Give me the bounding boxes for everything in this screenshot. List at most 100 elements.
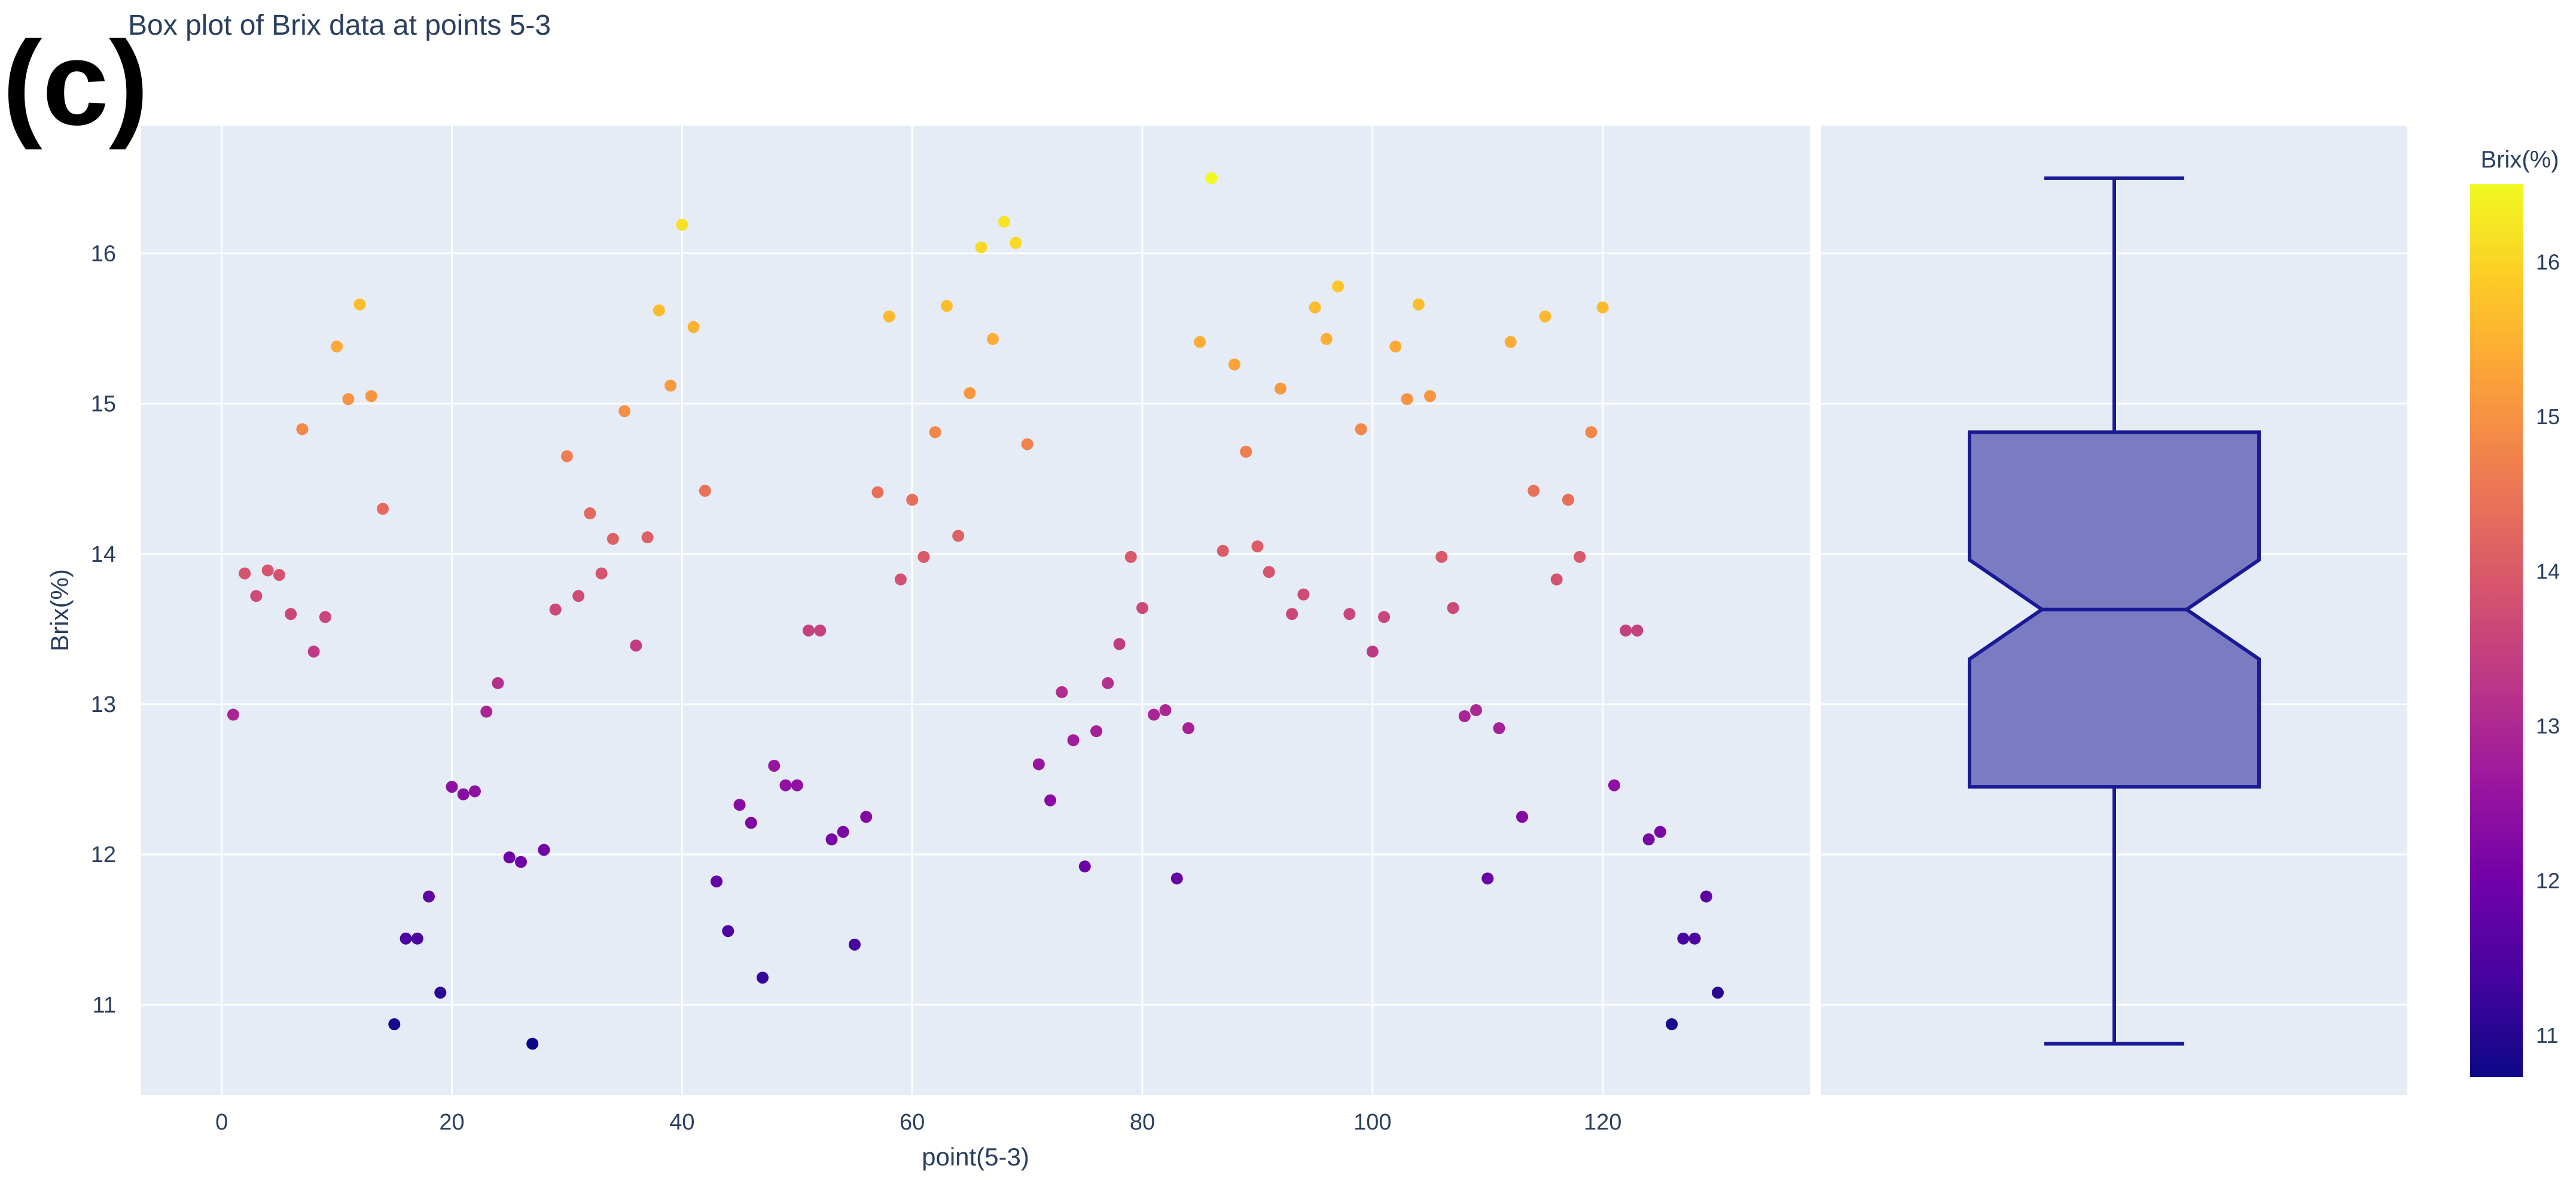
data-point [411,932,423,945]
x-tick-label: 60 [900,1110,925,1135]
y-axis-title: Brix(%) [45,569,74,652]
colorbar-tick-label: 15 [2536,404,2560,429]
data-point [1562,494,1574,506]
data-point [457,788,470,800]
data-point [1136,602,1148,614]
data-point [630,640,642,652]
data-point [1205,172,1218,184]
data-point [514,856,527,868]
data-point [1470,704,1482,717]
data-point [1355,423,1367,436]
data-point [814,624,827,637]
data-point [1309,301,1321,313]
data-point [1263,565,1275,578]
data-point [1596,301,1609,313]
data-point [676,218,688,231]
data-point [1090,725,1103,738]
data-point [860,811,873,823]
data-point [1078,860,1091,873]
y-tick-label: 12 [91,842,116,868]
data-point [1124,550,1137,563]
data-point [791,779,803,792]
x-axis-title: point(5-3) [922,1143,1029,1171]
data-point [837,826,849,838]
data-point [1608,779,1620,792]
data-point [883,310,895,322]
colorbar-tick-label: 14 [2536,559,2560,583]
data-point [998,215,1011,228]
data-point [1320,333,1333,345]
data-point [261,564,274,577]
data-point [1389,340,1402,353]
data-point [1010,236,1022,249]
data-point [964,387,976,400]
data-point [331,340,343,353]
data-point [388,1018,401,1030]
data-point [653,304,665,316]
data-point [1700,890,1712,903]
data-point [1032,758,1045,771]
data-point [1412,298,1425,311]
y-tick-label: 14 [91,542,116,567]
data-point [1021,438,1034,451]
data-point [400,932,412,945]
data-point [1056,686,1068,698]
data-point [871,486,884,498]
data-point [1378,611,1391,623]
data-point [1148,708,1160,721]
data-point [1159,704,1172,717]
y-tick-labels: 11 12 13 14 15 16 [91,241,116,1018]
x-tick-label: 20 [439,1110,464,1135]
data-point [745,817,757,829]
data-point [1240,446,1252,458]
data-point [664,379,677,392]
y-tick-label: 16 [91,241,116,266]
data-point [1343,608,1356,620]
data-point [733,799,746,811]
data-point [1286,608,1298,620]
x-tick-label: 40 [669,1110,694,1135]
data-point [446,781,458,793]
data-point [1458,710,1471,723]
y-tick-label: 13 [91,692,116,717]
data-point [768,759,781,772]
data-point [1182,722,1194,735]
data-point [618,405,631,418]
data-point [480,705,493,718]
data-point [1113,638,1126,650]
data-point [917,550,930,563]
data-point [273,568,285,581]
x-tick-label: 120 [1584,1110,1621,1135]
data-point [906,494,919,506]
data-point [365,390,377,403]
data-point [584,507,596,519]
x-tick-label: 80 [1130,1110,1155,1135]
data-point [1194,336,1206,348]
data-point [1217,544,1229,557]
data-point [572,590,585,602]
data-point [1550,573,1563,586]
colorbar-tick-label: 11 [2536,1023,2558,1048]
data-point [538,844,550,856]
data-point [1297,588,1310,601]
data-point [307,646,320,658]
data-point [641,531,654,544]
x-tick-label: 100 [1353,1110,1391,1135]
data-point [285,608,297,620]
scatter-plot-area [141,126,1810,1095]
data-point [940,300,953,312]
data-point [1504,336,1517,348]
data-point [711,875,723,888]
data-point [687,321,700,333]
data-point [1631,624,1644,637]
data-point [1274,382,1287,395]
data-point [492,677,504,689]
data-point [239,567,251,580]
data-point [1574,550,1586,563]
data-point [1481,872,1494,885]
data-point [1067,734,1080,747]
data-point [560,450,573,462]
data-point [1447,602,1459,614]
data-point [975,241,987,254]
